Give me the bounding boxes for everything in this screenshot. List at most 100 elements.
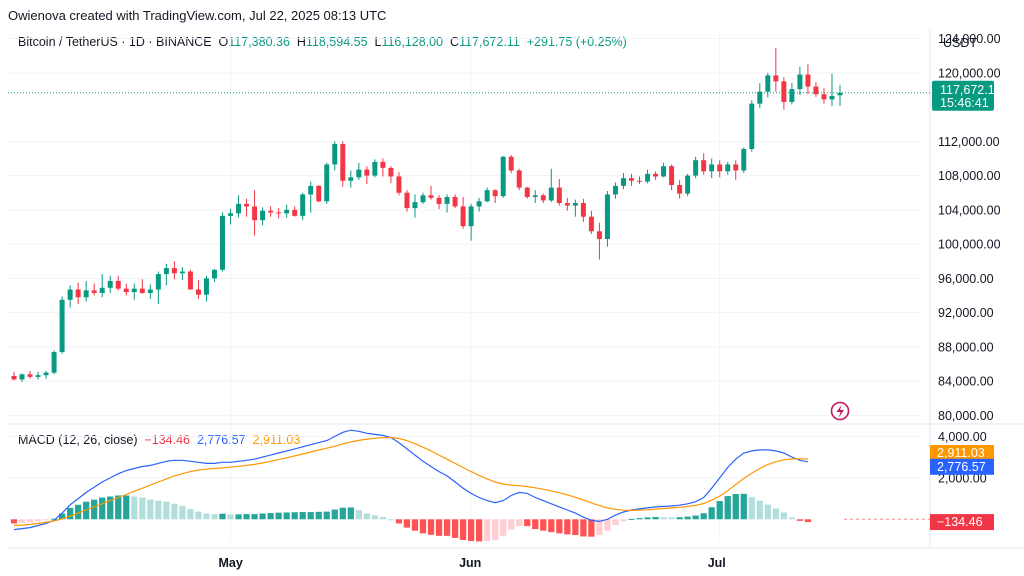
histogram-bar	[323, 511, 330, 520]
histogram-bar	[195, 511, 202, 520]
candle	[685, 173, 691, 197]
macd-badges: 2,911.032,776.57 −134.46	[930, 444, 994, 531]
candle	[805, 64, 811, 95]
macd-tick-label: 4,000.00	[938, 430, 987, 444]
price-tick-label: 112,000.00	[938, 135, 1000, 149]
candle	[324, 162, 330, 204]
candle	[19, 373, 25, 383]
histogram-bar	[267, 513, 274, 520]
candle-body	[348, 177, 354, 181]
histogram-bar	[331, 509, 338, 520]
candle-body	[300, 194, 306, 216]
candle	[508, 155, 514, 174]
candle-body	[596, 231, 602, 239]
logo-bolt	[836, 405, 844, 418]
candle	[396, 172, 402, 196]
histogram-bar	[259, 513, 266, 520]
histogram-bar	[596, 519, 603, 536]
candle	[484, 187, 490, 203]
candle-body	[813, 86, 819, 95]
histogram-bar	[644, 517, 651, 520]
credit-text: Owienova created with TradingView.com, J…	[8, 8, 387, 23]
candle-body	[211, 269, 217, 279]
candle-body	[556, 187, 562, 204]
time-tick-label: Jul	[708, 556, 726, 570]
histogram-bar	[772, 508, 779, 520]
signal-badge-text: 2,911.03	[937, 446, 985, 460]
signal-badge-bg	[930, 444, 994, 461]
candle	[749, 100, 755, 152]
histogram-bar	[403, 519, 411, 528]
candle	[99, 274, 105, 298]
histogram-bar	[692, 515, 699, 520]
candle-body	[260, 210, 266, 221]
macd-line	[13, 429, 809, 531]
candle-body	[356, 169, 362, 178]
candle	[709, 158, 715, 179]
candle-body	[123, 288, 129, 293]
candle-body	[725, 164, 731, 172]
candle-body	[171, 268, 177, 274]
candle-body	[620, 178, 626, 186]
candle-body	[420, 195, 426, 203]
histogram-bar	[588, 519, 595, 537]
candle	[35, 371, 41, 380]
candle	[452, 194, 458, 209]
histogram-bar	[492, 519, 499, 540]
candle-body	[11, 376, 17, 380]
candle	[59, 296, 65, 354]
price-axis: 124,000.00 120,000.00 112,000.00 108,000.00…	[938, 32, 1001, 423]
candle	[260, 207, 266, 226]
candle	[268, 206, 274, 217]
candle-body	[139, 288, 145, 293]
candle	[733, 160, 739, 180]
price-tick-label: 120,000.00	[938, 66, 1001, 80]
candle	[211, 268, 217, 282]
histogram-bar	[18, 519, 26, 523]
histogram-bar	[371, 515, 379, 520]
histogram-bar	[347, 507, 354, 520]
candle-body	[388, 167, 394, 177]
candle	[564, 197, 570, 211]
histogram-bar	[724, 496, 731, 520]
candle	[725, 161, 731, 175]
candle	[300, 192, 306, 221]
candle	[645, 169, 651, 184]
candle-body	[115, 280, 121, 289]
signal-line	[13, 436, 808, 527]
candle	[789, 83, 795, 105]
candle	[244, 198, 250, 217]
candle-body	[741, 149, 747, 171]
candle	[757, 83, 763, 108]
candle	[524, 186, 530, 199]
candle	[75, 282, 81, 305]
histogram-bar	[291, 512, 298, 520]
histogram-bar	[299, 512, 306, 520]
histogram-bar	[628, 518, 635, 520]
price-tick-label: 96,000.00	[938, 272, 994, 286]
histogram-bar	[572, 519, 579, 536]
candle-body	[476, 201, 482, 207]
candle	[500, 155, 506, 198]
currency-button[interactable]: USDT	[943, 36, 978, 50]
candle	[179, 267, 185, 281]
candle-body	[252, 206, 258, 221]
candle-body	[163, 268, 169, 275]
candle	[228, 209, 234, 225]
candle-body	[404, 192, 410, 209]
candle-body	[268, 210, 274, 213]
candle	[412, 194, 418, 218]
candle	[340, 141, 346, 187]
candle	[187, 269, 193, 290]
histogram-bar	[443, 519, 451, 536]
candle-body	[717, 164, 723, 172]
candle-body	[540, 195, 546, 201]
histogram-bar	[387, 519, 395, 521]
candle-body	[195, 289, 201, 295]
candle	[195, 280, 201, 299]
candle-body	[187, 271, 193, 290]
histogram-bar	[139, 497, 146, 520]
candle	[556, 179, 562, 206]
